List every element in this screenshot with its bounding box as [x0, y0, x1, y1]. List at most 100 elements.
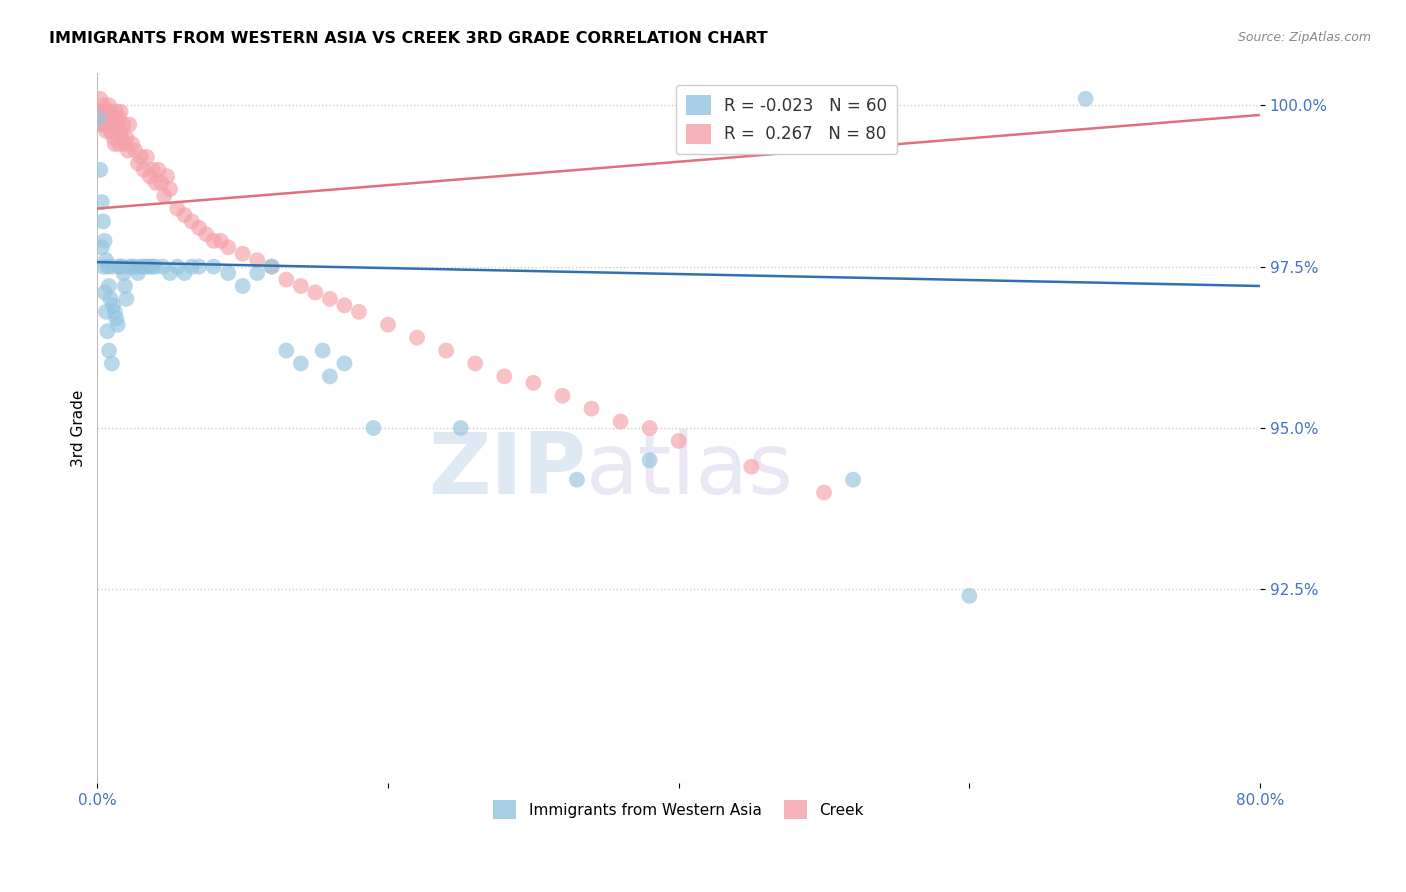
Point [290, 356, 312, 370]
Point [153, 188, 176, 202]
Point [91, 98, 114, 112]
Point [142, 162, 165, 177]
Point [260, 260, 283, 274]
Point [111, 130, 134, 145]
Point [246, 266, 269, 280]
Point [363, 421, 385, 435]
Point [115, 292, 138, 306]
Point [813, 485, 835, 500]
Point [333, 356, 356, 370]
Point [100, 292, 122, 306]
Point [159, 266, 181, 280]
Point [124, 144, 146, 158]
Point [90, 240, 112, 254]
Point [105, 118, 128, 132]
Point [217, 266, 239, 280]
Point [98, 343, 121, 358]
Point [104, 305, 127, 319]
Point [232, 246, 254, 260]
Point [217, 240, 239, 254]
Point [138, 260, 160, 274]
Point [668, 434, 690, 448]
Point [93, 234, 115, 248]
Point [406, 331, 429, 345]
Point [105, 104, 128, 119]
Point [434, 343, 457, 358]
Point [93, 118, 115, 132]
Point [115, 130, 138, 145]
Point [103, 298, 125, 312]
Point [609, 415, 631, 429]
Point [111, 260, 134, 274]
Point [94, 305, 117, 319]
Point [94, 124, 117, 138]
Point [101, 260, 124, 274]
Point [101, 111, 124, 125]
Point [90, 104, 112, 119]
Text: ZIP: ZIP [427, 429, 586, 512]
Point [108, 136, 131, 151]
Point [957, 589, 980, 603]
Point [494, 369, 516, 384]
Point [581, 401, 603, 416]
Point [90, 118, 112, 132]
Point [1074, 92, 1097, 106]
Point [91, 214, 114, 228]
Point [94, 253, 117, 268]
Point [311, 343, 333, 358]
Text: atlas: atlas [586, 429, 793, 512]
Point [94, 111, 117, 125]
Point [121, 136, 143, 151]
Point [118, 118, 141, 132]
Point [173, 266, 195, 280]
Point [105, 311, 128, 326]
Point [276, 343, 298, 358]
Point [89, 162, 111, 177]
Point [148, 162, 170, 177]
Point [108, 260, 131, 274]
Point [166, 260, 188, 274]
Point [110, 124, 132, 138]
Point [132, 260, 155, 274]
Point [108, 111, 131, 125]
Point [319, 369, 342, 384]
Point [100, 104, 122, 119]
Point [110, 260, 132, 274]
Point [152, 260, 174, 274]
Point [173, 208, 195, 222]
Point [232, 279, 254, 293]
Point [638, 421, 661, 435]
Point [104, 136, 127, 151]
Point [114, 279, 136, 293]
Point [87, 111, 110, 125]
Point [522, 376, 544, 390]
Point [132, 162, 155, 177]
Point [91, 260, 114, 274]
Point [98, 111, 121, 125]
Point [150, 176, 173, 190]
Point [127, 156, 149, 170]
Point [112, 118, 135, 132]
Point [319, 292, 342, 306]
Point [114, 136, 136, 151]
Point [638, 453, 661, 467]
Point [276, 272, 298, 286]
Point [565, 473, 588, 487]
Point [93, 104, 115, 119]
Point [188, 220, 211, 235]
Point [124, 260, 146, 274]
Point [138, 169, 160, 184]
Point [87, 104, 110, 119]
Point [551, 389, 574, 403]
Point [842, 473, 865, 487]
Point [101, 356, 124, 370]
Point [117, 144, 139, 158]
Point [101, 124, 124, 138]
Point [96, 118, 118, 132]
Point [290, 279, 312, 293]
Point [145, 260, 167, 274]
Point [107, 318, 129, 332]
Point [104, 111, 127, 125]
Point [135, 260, 157, 274]
Point [118, 260, 141, 274]
